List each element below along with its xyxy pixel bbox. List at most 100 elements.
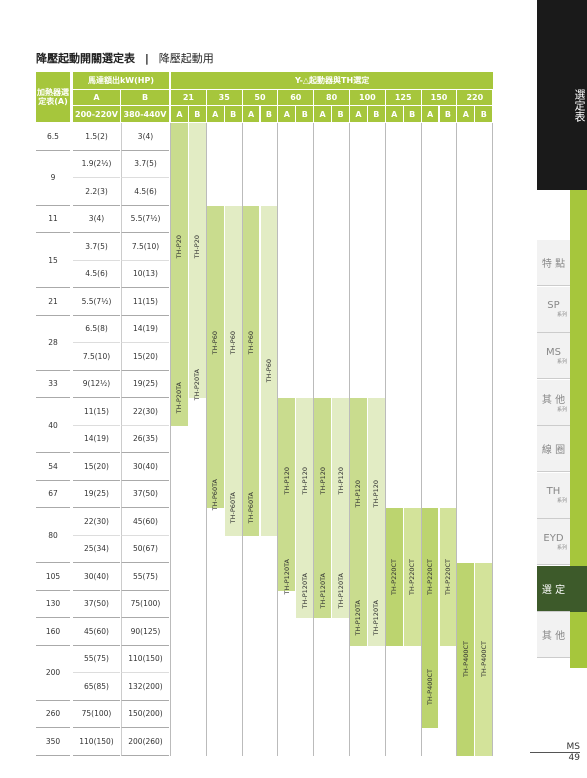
sidebar-item: SP 系列	[537, 286, 570, 333]
col-line	[456, 123, 458, 756]
motor-b: 26(35)	[121, 425, 169, 453]
sidebar-label: MS	[546, 346, 561, 358]
sidebar-sub: 系列	[556, 312, 567, 318]
sub-b: B	[260, 106, 278, 122]
sidebar-item: 選 定	[537, 565, 570, 612]
starter-label: TH-P120TA	[354, 600, 363, 636]
separator: |	[144, 52, 149, 65]
sidebar-item: TH 系列	[537, 472, 570, 519]
motor-a: 7.5(10)	[73, 343, 120, 371]
starter-label: TH-P120TA	[300, 572, 309, 609]
motor-a: 11(15)	[73, 398, 120, 426]
sidebar-label: SP	[547, 300, 560, 311]
sub-a: A	[171, 106, 188, 122]
starter-bar: TH-P60	[206, 205, 224, 481]
sidebar-item: 其 他系列	[537, 379, 570, 426]
heater: 67	[36, 481, 70, 508]
heater: 40	[36, 398, 70, 453]
size-header: 125	[385, 90, 421, 105]
heater: 130	[36, 591, 70, 618]
col-line	[313, 123, 315, 756]
col-line	[205, 123, 207, 756]
col-line	[170, 123, 171, 756]
starter-label: TH-P400CT	[461, 641, 470, 678]
subtitle: 降壓起動用	[158, 52, 214, 65]
volt-a: 200-220V	[73, 106, 120, 122]
motor-b: 150(200)	[121, 700, 169, 728]
sub-b: B	[296, 106, 314, 122]
motor-a: 9(12½)	[73, 371, 120, 398]
size-header: 80	[314, 90, 349, 105]
motor-b: 90(125)	[121, 618, 169, 646]
starter-label: TH-P20TA	[175, 382, 184, 414]
starter-label: TH-P20TA	[193, 368, 202, 400]
starter-bar: TH-P220CT	[439, 508, 457, 646]
starter-label: TH-P400CT	[426, 668, 435, 705]
heater: 21	[36, 288, 70, 316]
size-header: 60	[278, 90, 314, 105]
starter-bar: TH-P20TA	[188, 368, 206, 400]
starter-bar: TH-P120	[296, 398, 314, 563]
starter-label: TH-P60	[211, 331, 220, 355]
col-line	[420, 123, 422, 756]
sidebar-active-strip	[570, 565, 587, 612]
sidebar-item: 特 點	[537, 240, 570, 286]
sidebar-label: 其 他	[541, 395, 566, 406]
motor-a: 6.5(8)	[73, 316, 120, 343]
motor-b: 11(15)	[121, 288, 169, 316]
motor-b: 10(13)	[121, 260, 169, 288]
col-line	[492, 123, 494, 756]
starter-label: TH-P120	[336, 466, 345, 495]
page-number: 49	[568, 753, 580, 763]
motor-a: 1.9(2½)	[73, 151, 120, 178]
heater: 9	[36, 151, 70, 206]
motor-b: 15(20)	[121, 343, 169, 371]
sub-b: B	[439, 106, 457, 122]
starter-label: TH-P120	[354, 480, 363, 509]
sidebar-label: TH	[546, 486, 561, 497]
motor-a: 14(19)	[73, 426, 120, 453]
motor-a: 75(100)	[73, 701, 120, 728]
starter-bar: TH-P120	[278, 398, 296, 563]
starter-label: TH-P120TA	[336, 572, 345, 609]
heater: 350	[36, 728, 70, 756]
sub-a: A	[421, 106, 439, 122]
starter-bar: TH-P60TA	[242, 480, 260, 536]
heater: 54	[36, 453, 70, 481]
motor-b: 19(25)	[121, 370, 169, 398]
sidebar-label: 選 定	[541, 584, 566, 596]
col-b: B	[121, 90, 169, 105]
sub-a: A	[350, 106, 367, 122]
starter-label: TH-P120	[318, 466, 327, 495]
motor-a: 4.5(6)	[73, 261, 120, 288]
starter-bar: TH-P120TA	[314, 563, 332, 618]
sub-b: B	[224, 106, 242, 122]
starter-bar: TH-P120	[350, 398, 367, 591]
sidebar-item: MS 系列	[537, 333, 570, 379]
sub-a: A	[278, 106, 296, 122]
starter-bar: TH-P400CT	[475, 563, 493, 756]
motor-a: 55(75)	[73, 646, 120, 673]
starter-bar: TH-P60TA	[224, 480, 242, 536]
starter-label: TH-P220CT	[390, 558, 399, 595]
motor-a: 30(40)	[73, 563, 120, 591]
motor-a: 1.5(2)	[73, 123, 120, 151]
sidebar-strip	[570, 190, 587, 668]
heater: 11	[36, 206, 70, 233]
motor-b: 45(60)	[121, 508, 169, 536]
volt-b: 380-440V	[121, 106, 169, 122]
starter-bar: TH-P20TA	[171, 370, 188, 426]
starter-label: TH-P60	[229, 331, 238, 355]
size-header: 35	[206, 90, 242, 105]
heater: 80	[36, 508, 70, 563]
starter-bar: TH-P60	[260, 205, 278, 536]
starter-header: Y-△起動器與TH選定	[171, 72, 494, 89]
sub-b: B	[332, 106, 349, 122]
motor-b: 7.5(10)	[121, 233, 169, 261]
motor-b: 22(30)	[121, 398, 169, 426]
motor-b: 132(200)	[121, 673, 169, 701]
sidebar-label: EYD	[543, 532, 564, 544]
motor-a: 65(85)	[73, 673, 120, 701]
sidebar-label: 特 點	[541, 259, 566, 270]
heater: 105	[36, 563, 70, 591]
